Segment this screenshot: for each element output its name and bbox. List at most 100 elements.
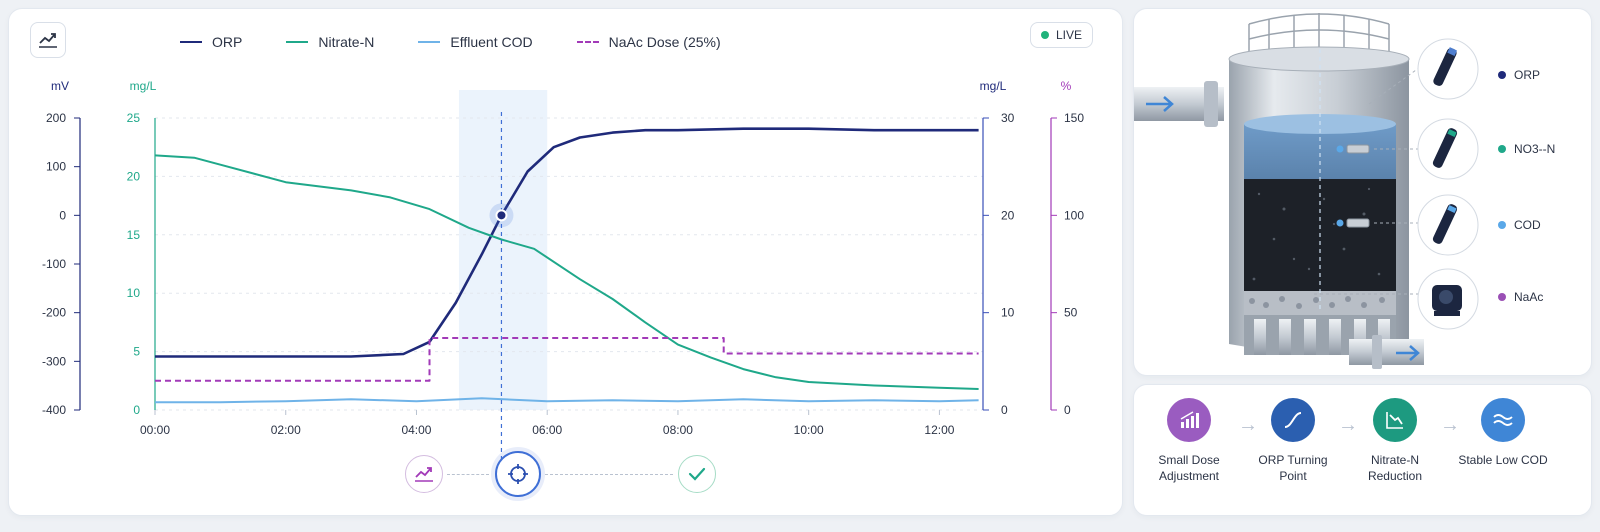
process-step-nitrate[interactable]: Nitrate-N Reduction: [1350, 398, 1440, 484]
orp-tick-label: 100: [46, 160, 66, 174]
x-tick-label: 12:00: [924, 423, 954, 437]
sensor-dot-cod: [1498, 221, 1506, 229]
orp-tick-label: 200: [46, 111, 66, 125]
sensor-label-no3: NO3--N: [1514, 142, 1556, 156]
legend-swatch-orp: [180, 41, 202, 43]
orp-tick-label: -400: [42, 403, 66, 417]
workflow-step-confirm[interactable]: [678, 455, 716, 493]
dose-tick-label: 150: [1064, 111, 1084, 125]
tank-railing: [1248, 13, 1390, 57]
workflow-step-analyze[interactable]: [405, 455, 443, 493]
series-line-naac-dose-25: [155, 337, 979, 382]
nitrate-axis-unit: mg/L: [130, 79, 157, 93]
process-step-orp-label: ORP Turning Point: [1258, 453, 1328, 483]
nitrate-tick-label: 0: [133, 403, 140, 417]
workflow-step-target[interactable]: [495, 451, 541, 497]
process-arrow-2: →: [1338, 414, 1358, 436]
orp-tick-label: -300: [42, 354, 66, 368]
cod-tick-label: 30: [1001, 111, 1015, 125]
sensor-orp-image[interactable]: [1417, 38, 1479, 100]
process-step-dose-label: Small Dose Adjustment: [1158, 453, 1220, 483]
reactor-panel: [1133, 8, 1592, 376]
cod-tick-label: 20: [1001, 208, 1015, 222]
nitrate-tick-label: 5: [133, 345, 140, 359]
nitrate-tick-label: 25: [127, 111, 141, 125]
legend-label-cod: Effluent COD: [450, 34, 533, 50]
sensor-dot-naac: [1498, 293, 1506, 301]
legend-label-orp: ORP: [212, 34, 243, 50]
sensor-dot-no3: [1498, 145, 1506, 153]
legend-label-nitrate: Nitrate-N: [318, 34, 375, 50]
process-step-cod-label: Stable Low COD: [1458, 453, 1548, 467]
legend-item-nitrate[interactable]: Nitrate-N: [286, 34, 374, 50]
turning-point-highlight: [458, 90, 548, 410]
trend-chart-icon: [39, 33, 57, 48]
process-arrow-3: →: [1440, 414, 1460, 436]
legend-swatch-nitrate: [286, 41, 309, 43]
wave-icon: [1481, 398, 1525, 442]
outlet-arrow-icon: [1396, 345, 1420, 361]
x-tick-label: 06:00: [532, 423, 562, 437]
process-step-nitrate-label: Nitrate-N Reduction: [1367, 453, 1423, 483]
series-line-orp: [155, 127, 979, 358]
sensor-cod-image[interactable]: [1417, 194, 1479, 256]
legend-item-cod[interactable]: Effluent COD: [418, 34, 533, 50]
cod-tick-label: 10: [1001, 306, 1015, 320]
dose-tick-label: 0: [1064, 403, 1071, 417]
orp-tick-label: 0: [59, 208, 66, 222]
live-label: LIVE: [1056, 28, 1083, 42]
x-tick-label: 00:00: [140, 423, 170, 437]
chart-legend: ORP Nitrate-N Effluent COD NaAc Dose (25…: [180, 34, 721, 50]
x-tick-label: 04:00: [401, 423, 431, 437]
x-tick-label: 02:00: [271, 423, 301, 437]
process-step-orp[interactable]: ORP Turning Point: [1248, 398, 1338, 484]
sensor-naac-pump-image[interactable]: [1417, 268, 1479, 330]
series-line-effluent-cod: [155, 397, 979, 404]
dose-tick-label: 50: [1064, 306, 1078, 320]
trend-chart[interactable]: mV2001000-100-200-300-400mg/L2520151050m…: [8, 8, 1123, 516]
chart-view-button[interactable]: [30, 22, 66, 58]
sensor-legend-no3: NO3--N: [1498, 142, 1555, 156]
inlet-arrow-icon: [1146, 96, 1174, 112]
x-tick-label: 10:00: [794, 423, 824, 437]
legend-label-dose: NaAc Dose (25%): [608, 34, 721, 50]
process-step-cod[interactable]: Stable Low COD: [1458, 398, 1548, 468]
series-line-nitrate-n: [154, 154, 979, 390]
sensor-no3-image[interactable]: [1417, 118, 1479, 180]
live-dot-icon: [1041, 31, 1049, 39]
trend-chart-panel: [8, 8, 1123, 516]
process-arrow-1: →: [1238, 414, 1258, 436]
s-curve-icon: [1271, 398, 1315, 442]
crosshair-icon: [508, 464, 528, 484]
check-icon: [688, 467, 706, 481]
legend-swatch-dose: [576, 41, 599, 43]
nitrate-tick-label: 15: [127, 228, 141, 242]
workflow-connector-2: [545, 474, 673, 475]
decline-icon: [1373, 398, 1417, 442]
x-tick-label: 08:00: [663, 423, 693, 437]
orp-tick-label: -200: [42, 306, 66, 320]
dose-bars-icon: [1167, 398, 1211, 442]
gravel-layer: [1244, 291, 1396, 315]
sensor-legend-cod: COD: [1498, 218, 1541, 232]
cod-axis-unit: mg/L: [980, 79, 1007, 93]
process-step-dose[interactable]: Small Dose Adjustment: [1144, 398, 1234, 484]
turning-point-marker: [495, 209, 508, 222]
live-badge[interactable]: LIVE: [1030, 22, 1094, 48]
cod-tick-label: 0: [1001, 403, 1008, 417]
orp-axis-unit: mV: [51, 79, 69, 93]
dose-tick-label: 100: [1064, 208, 1084, 222]
sensor-label-orp: ORP: [1514, 68, 1541, 82]
legend-item-orp[interactable]: ORP: [180, 34, 242, 50]
nitrate-tick-label: 10: [127, 286, 141, 300]
dose-axis-unit: %: [1061, 79, 1072, 93]
sensor-label-naac: NaAc: [1514, 290, 1544, 304]
workflow-connector-1: [447, 474, 489, 475]
sensor-label-cod: COD: [1514, 218, 1541, 232]
legend-swatch-cod: [418, 41, 441, 43]
legend-item-dose[interactable]: NaAc Dose (25%): [576, 34, 721, 50]
orp-tick-label: -100: [42, 257, 66, 271]
sensor-dot-orp: [1498, 71, 1506, 79]
nitrate-tick-label: 20: [127, 169, 141, 183]
reactor-illustration: [1134, 13, 1479, 369]
